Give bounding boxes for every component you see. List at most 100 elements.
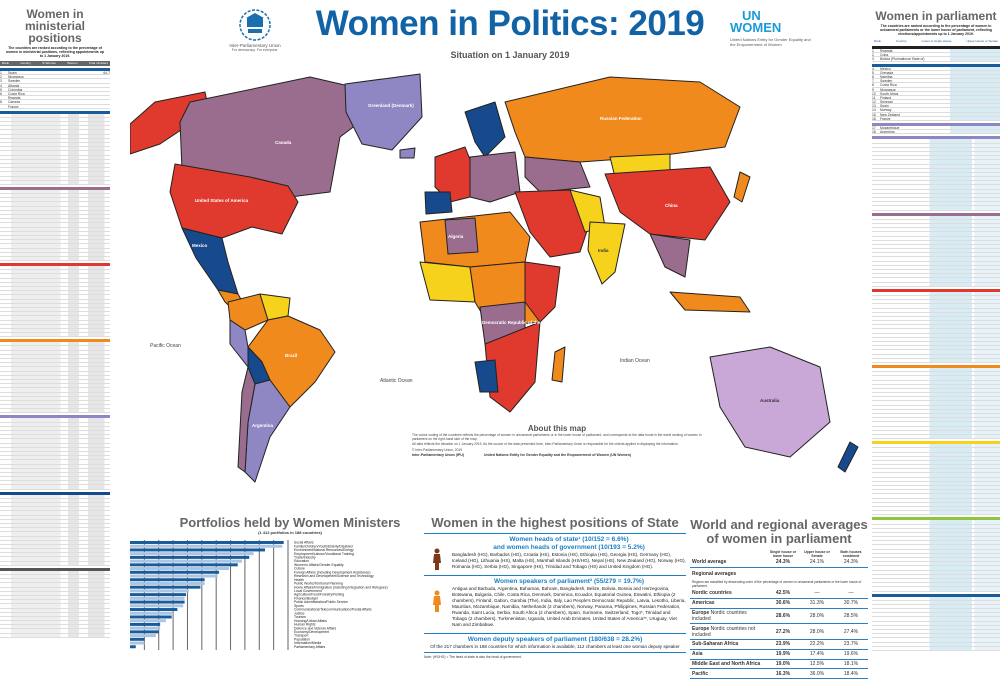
page-subtitle: Situation on 1 January 2019 — [450, 50, 570, 60]
table-row: 9 Nicaragua — [872, 87, 1000, 92]
women-in-parliament-panel: Women in parliament The countries are ra… — [872, 0, 1000, 659]
bar — [130, 622, 161, 626]
ministerial-table: 1 Spain 64.7 2 Nicaragua 3 Sweden 4 Albania 5 Colo… — [0, 68, 110, 109]
averages-panel: World and regional averages of women in … — [690, 518, 868, 679]
country-iceland — [399, 147, 416, 159]
bar — [130, 615, 172, 619]
heads-list: Bangladesh (HG), Barbados (HG), Croatia … — [452, 552, 686, 569]
portfolios-bar-chart: Social AffairsFamily/Children/Youth/Elde… — [130, 540, 388, 650]
regional-heading: Regional averages — [692, 570, 737, 577]
bar — [130, 604, 184, 608]
bar-label: Communications/Telecommunications/Postal… — [294, 608, 372, 612]
bar — [130, 541, 284, 544]
averages-title: of women in parliament — [706, 531, 852, 546]
bar — [130, 570, 220, 574]
country-usa — [169, 163, 299, 239]
bar-label: Finance/Budget — [294, 596, 318, 600]
country-russia — [504, 76, 741, 163]
bar — [130, 555, 250, 559]
bar — [130, 563, 238, 567]
region-row: Middle East and North Africa 19.0% 12.5% 18… — [690, 659, 868, 670]
bar-label: Education — [294, 559, 309, 563]
ipu-name: Inter-Parliamentary Union — [229, 43, 281, 48]
map-label: Brazil — [285, 353, 297, 358]
bar — [130, 645, 136, 649]
country-greenland — [344, 73, 423, 151]
map-label: China — [665, 203, 678, 208]
map-label: Mexico — [192, 243, 208, 248]
bar-label: Local Government — [294, 589, 322, 593]
country-china — [604, 166, 731, 241]
map-label: Algeria — [448, 234, 464, 239]
deputies-box: Women deputy speakers of parliament (180… — [424, 633, 686, 652]
table-row: 2 Cuba — [872, 53, 1000, 58]
panel-note: The countries are ranked according to th… — [5, 46, 104, 58]
table-row: 17 Mozambique — [872, 126, 1000, 131]
bar — [130, 626, 161, 630]
ipu-emblem-icon — [239, 9, 271, 41]
world-map: Canada United States of America Greenlan… — [130, 73, 859, 483]
parliament-table: 1 Rwanda 2 Cuba 3 Bolivia (Plurinational Stat… — [872, 46, 1000, 135]
africa-east — [524, 261, 561, 323]
heads-heading: Women heads of state¹ (10/152 = 6.6%) — [509, 536, 629, 543]
table-header: Rank Country% Women Women Total ministers — [0, 61, 110, 66]
country-algeria — [444, 217, 479, 255]
panel-title: Women in ministerial positions — [24, 7, 86, 45]
indonesia — [669, 291, 751, 313]
table-row: 6 Costa Rica — [0, 92, 110, 97]
ocean-label: Atlantic Ocean — [380, 378, 413, 384]
speakers-list: Antigua and Barbuda, Argentina, Bahamas,… — [452, 586, 686, 627]
table-row: 13 Spain — [872, 104, 1000, 109]
world-average-row: World average 24.3% 24.1% 24.3% — [690, 558, 868, 568]
averages-title: World and regional averages — [690, 517, 868, 532]
ministerial-table-rest — [0, 110, 110, 638]
speakers-heading: Women speakers of parliament² (55/279 = … — [494, 578, 644, 585]
europe-north — [464, 101, 506, 158]
bar-label: Research and Development/Science and Tec… — [294, 574, 374, 578]
region-row: Europe Nordic countries not included 27.2… — [690, 623, 868, 641]
bar — [130, 630, 159, 634]
unwomen-caption: United Nations Entity for Gender Equalit… — [730, 37, 811, 47]
deputies-heading: Women deputy speakers of parliament (180… — [467, 636, 643, 643]
bar — [130, 578, 205, 582]
bar — [130, 559, 243, 563]
region-row: Asia 19.9% 17.4% 19.6% — [690, 649, 868, 660]
panel-note: The countries are ranked according to th… — [880, 24, 992, 36]
region-row: Europe Nordic countries included 28.6% 28.… — [690, 608, 868, 625]
chart-subtitle: (1 412 portfolios in 188 countries) — [258, 530, 322, 535]
region-row: Sub-Saharan Africa 23.9% 22.2% 23.7% — [690, 639, 868, 650]
map-label: Canada — [275, 140, 292, 145]
woman-figure-icon — [433, 548, 441, 570]
bar-label: Justice — [294, 611, 305, 615]
unwomen-line2: WOMEN — [730, 20, 782, 35]
footnotes: Note: (HS/HG) = The head of state is als… — [424, 652, 686, 659]
portfolios-chart: Portfolios held by Women Ministers (1 41… — [130, 516, 420, 659]
bar — [130, 641, 145, 645]
contact-ipu: Inter-Parliamentary Union (IPU) — [412, 452, 464, 457]
region-row: Nordic countries 42.5% — — — [690, 588, 868, 599]
bar-label: Population — [294, 637, 310, 641]
bar — [130, 637, 145, 641]
southeast-asia — [649, 233, 691, 278]
ipu-logo: Inter-Parliamentary Union For democracy.… — [225, 8, 285, 52]
map-label: Greenland (Denmark) — [368, 103, 414, 108]
country-chile — [237, 366, 256, 473]
country-kazakhstan — [524, 156, 591, 193]
table-row: 15 New Zealand — [872, 112, 1000, 117]
bar-label: Women's Affairs/Gender Equality — [294, 563, 344, 567]
bar — [130, 552, 254, 556]
map-label: Argentina — [252, 423, 273, 428]
country-spain — [424, 191, 453, 215]
africa-west — [419, 261, 476, 303]
bar-label: Employment/Labour/Vocational Training — [294, 552, 354, 556]
about-copyright: © Inter-Parliamentary Union, 2019 — [412, 447, 463, 452]
bar-label: Social Affairs — [294, 541, 314, 545]
about-paragraph: The colour coding of the countries refle… — [412, 433, 702, 442]
bar — [130, 593, 187, 597]
bar-label: Foreign Affairs (including Development A… — [294, 570, 370, 574]
table-row: 3 Bolivia (Plurinational State of) — [872, 57, 1000, 62]
page-title: Women in Politics: 2019 — [315, 4, 705, 43]
table-row: 11 Finland — [872, 95, 1000, 101]
unwomen-logo: UN WOMEN United Nations Entity for Gende… — [730, 9, 815, 47]
bar — [130, 619, 166, 623]
